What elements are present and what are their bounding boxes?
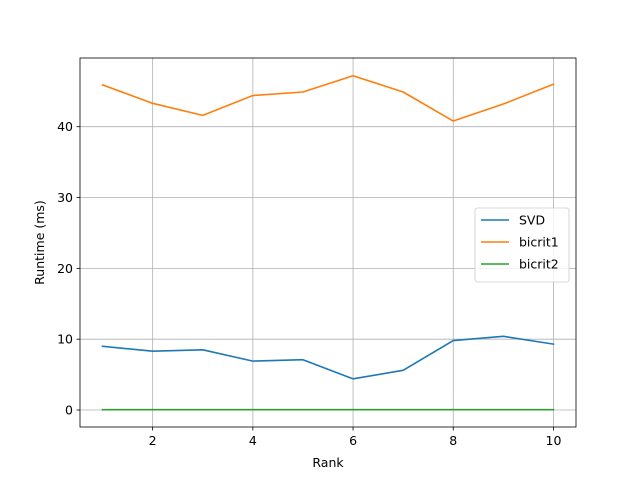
series-line-svd (101, 335, 555, 380)
series-line-bicrit1 (101, 74, 555, 122)
y-tick-label: 30 (57, 190, 73, 205)
y-tick-label: 0 (65, 403, 73, 418)
x-tick-label: 6 (349, 433, 357, 448)
legend-label-svd: SVD (519, 213, 545, 228)
legend: SVD bicrit1 bicrit2 (474, 207, 570, 283)
legend-label-bicrit1: bicrit1 (519, 235, 559, 250)
series-layer (101, 74, 555, 411)
legend-label-bicrit2: bicrit2 (519, 257, 559, 272)
x-axis-title: Rank (312, 455, 344, 470)
x-tick-label: 4 (249, 433, 257, 448)
ticks: 2 4 6 8 10 0 10 20 30 40 (57, 119, 561, 448)
plot-frame (79, 57, 577, 428)
y-axis-title: Runtime (ms) (32, 200, 47, 285)
y-tick-label: 10 (57, 332, 73, 347)
x-tick-label: 10 (546, 433, 562, 448)
y-tick-label: 20 (57, 261, 73, 276)
x-tick-label: 8 (449, 433, 457, 448)
x-tick-label: 2 (149, 433, 157, 448)
y-tick-label: 40 (57, 119, 73, 134)
